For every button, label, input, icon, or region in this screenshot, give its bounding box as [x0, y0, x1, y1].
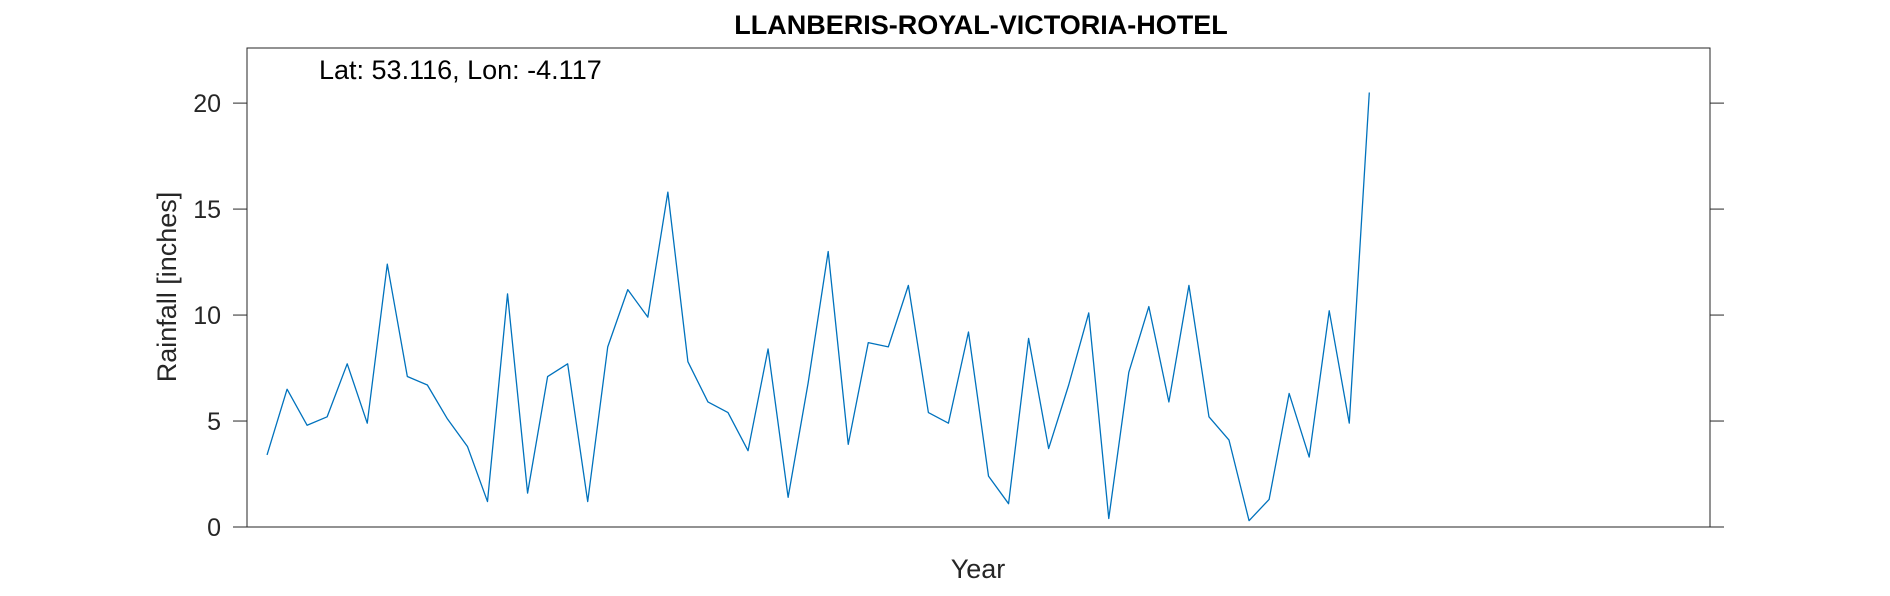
series-lines — [266, 92, 1370, 522]
coordinates-annotation: Lat: 53.116, Lon: -4.117 — [319, 55, 602, 85]
x-axis-label: Year — [951, 554, 1006, 584]
plot-axes — [246, 47, 1711, 528]
y-tick-label: 10 — [193, 302, 221, 330]
chart-title: LLANBERIS-ROYAL-VICTORIA-HOTEL — [734, 10, 1228, 40]
y-tick-label: 0 — [207, 514, 221, 542]
y-tick-label: 5 — [207, 408, 221, 436]
y-tick-label: 20 — [193, 90, 221, 118]
y-axis-ticks: 0 5 10 15 20 — [193, 90, 1724, 542]
plot-area-frame — [246, 47, 1711, 528]
y-tick-label: 15 — [193, 196, 221, 224]
y-axis-label: Rainfall [inches] — [152, 192, 182, 383]
rainfall-series-line — [266, 92, 1370, 522]
